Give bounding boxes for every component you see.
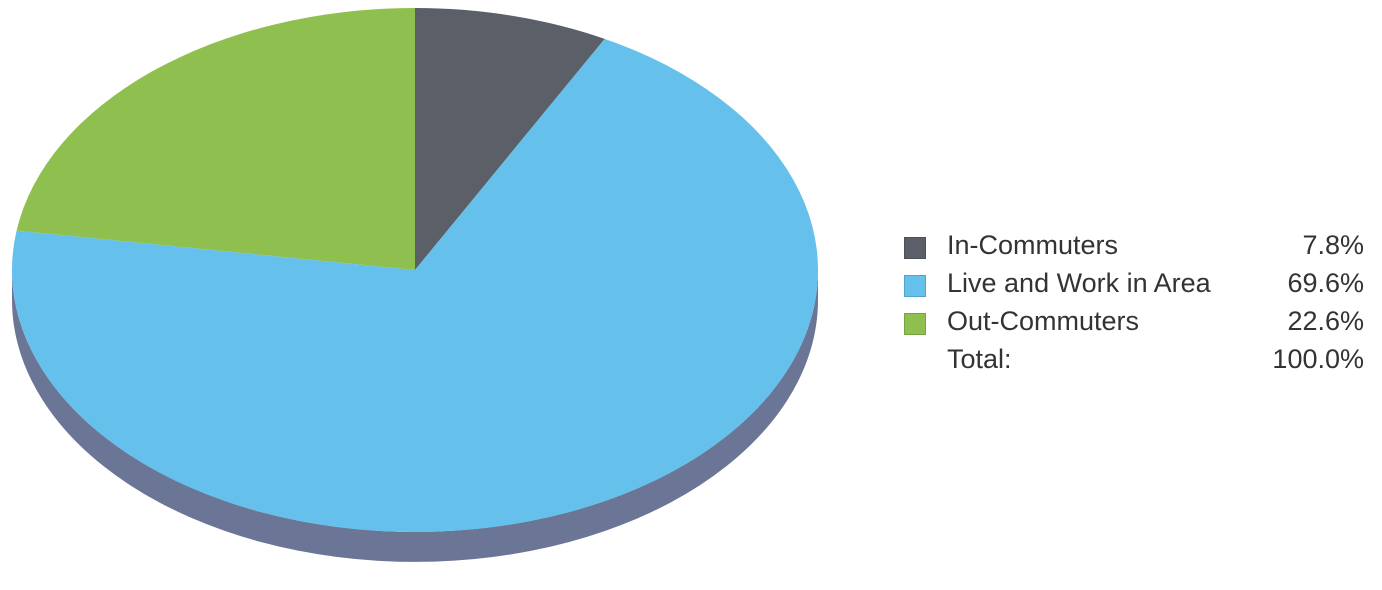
pie-slices <box>11 8 819 533</box>
legend-label-live-and-work: Live and Work in Area <box>947 268 1211 298</box>
legend-value-live-and-work: 69.6% <box>1287 268 1364 298</box>
legend-item-out-commuters: Out-Commuters 22.6% <box>900 304 1370 342</box>
legend-value-in-commuters: 7.8% <box>1302 230 1364 260</box>
legend: In-Commuters 7.8% Live and Work in Area … <box>900 228 1370 380</box>
legend-total-label: Total: <box>947 344 1012 374</box>
legend-item-in-commuters: In-Commuters 7.8% <box>900 228 1370 266</box>
legend-item-live-and-work: Live and Work in Area 69.6% <box>900 266 1370 304</box>
legend-swatch-live-and-work <box>904 275 926 297</box>
legend-total-value: 100.0% <box>1272 344 1364 374</box>
pie-slice-live-and-work-in-area <box>11 38 819 533</box>
legend-value-out-commuters: 22.6% <box>1287 306 1364 336</box>
legend-label-in-commuters: In-Commuters <box>947 230 1119 260</box>
legend-label-out-commuters: Out-Commuters <box>947 306 1140 336</box>
legend-swatch-out-commuters <box>904 313 926 335</box>
pie-slice-out-commuters <box>16 8 416 270</box>
pie-slice-in-commuters <box>415 8 605 270</box>
legend-total-row: Total: 100.0% <box>900 342 1370 380</box>
pie-chart <box>11 8 819 562</box>
legend-swatch-in-commuters <box>904 237 926 259</box>
